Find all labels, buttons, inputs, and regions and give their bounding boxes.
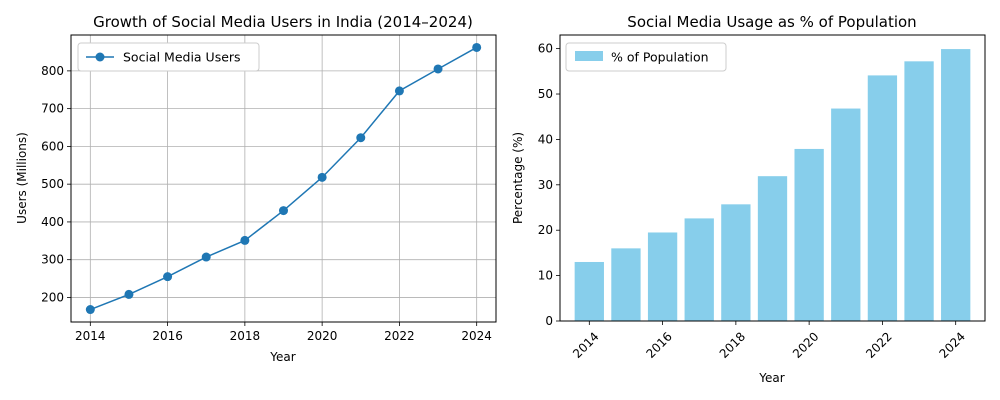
chart2-x-tick-label: 2020 [790,329,821,360]
chart2-x-label: Year [758,371,784,385]
chart1-data-point [201,252,211,262]
chart2-bar [574,261,604,321]
chart1-x-tick-label: 2020 [307,329,338,343]
chart1-y-tick-label: 200 [41,290,64,304]
chart2-bar [611,248,641,321]
chart2-bar [904,61,934,321]
chart1-data-point [85,305,95,315]
chart2-bar [721,204,751,321]
chart1-y-tick-label: 300 [41,253,64,267]
chart2-bars [574,49,971,322]
chart1-legend-label: Social Media Users [123,50,241,65]
chart1-series-line [90,46,478,311]
chart2-y-tick-label: 10 [538,269,553,283]
chart1-x-ticks: 2014 2016 2018 2020 2022 2024 [75,322,492,343]
chart2-y-tick-label: 60 [538,42,553,56]
chart2-bar [831,108,861,322]
chart1-y-tick-label: 700 [41,102,64,116]
chart1-data-point [356,133,366,143]
chart1-legend-marker [95,52,105,62]
chart1-y-tick-label: 600 [41,139,64,153]
chart2-title: Social Media Usage as % of Population [627,13,916,31]
chart1-data-point [433,64,443,74]
chart2-y-label: Percentage (%) [511,132,525,224]
chart2-bar [941,49,971,321]
chart1-data-point [163,272,173,282]
chart1-data-point [472,42,482,52]
chart1-x-tick-label: 2018 [230,329,261,343]
chart2-y-tick-label: 0 [545,314,553,328]
chart2-x-tick-label: 2024 [937,329,968,360]
chart1-x-tick-label: 2022 [384,329,415,343]
chart1-y-ticks: 200 300 400 500 600 700 800 [41,64,71,304]
chart1-legend: Social Media Users [77,42,260,72]
chart1-data-point [124,289,134,299]
chart1-data-point [279,206,288,216]
chart1-y-tick-label: 400 [41,215,64,229]
chart1-data-point [317,172,327,182]
chart1-legend-box [77,42,260,72]
chart2-y-tick-label: 50 [538,87,553,101]
chart1-x-tick-label: 2024 [461,329,492,343]
chart1-grid [71,35,496,322]
chart1-y-tick-label: 800 [41,64,64,78]
chart2-bar [794,148,824,321]
chart2-x-ticks: 2014 2016 2018 2020 2022 2024 [570,321,968,361]
chart2-y-tick-label: 30 [538,178,553,192]
chart1-x-tick-label: 2016 [152,329,183,343]
chart2-legend: % of Population [565,42,727,72]
chart2-frame [559,34,986,322]
chart1-y-label: Users (Millions) [15,132,29,224]
chart2-bar [757,176,788,321]
chart2-legend-swatch [575,51,603,61]
chart1-y-tick-label: 500 [41,177,64,191]
chart1-title: Growth of Social Media Users in India (2… [93,13,473,31]
chart2-bar [647,232,678,321]
users-line-chart: Growth of Social Media Users in India (2… [15,13,497,364]
chart1-series [85,42,482,315]
chart2-legend-label: % of Population [611,50,709,65]
chart2-y-ticks: 0 10 20 30 40 50 60 [538,42,560,328]
chart2-x-tick-label: 2014 [570,329,601,360]
population-bar-chart: Social Media Usage as % of Population 0 1… [511,13,986,385]
chart2-y-tick-label: 20 [538,223,553,237]
chart2-x-tick-label: 2018 [717,329,748,360]
chart2-bar [867,75,898,322]
chart1-data-point [394,86,404,96]
chart2-bar [684,218,714,321]
chart1-x-label: Year [269,350,295,364]
chart1-x-tick-label: 2014 [75,329,106,343]
chart2-x-tick-label: 2016 [643,329,674,360]
chart1-frame [70,34,497,323]
chart1-data-point [240,235,250,245]
chart2-x-tick-label: 2022 [863,329,894,360]
chart2-legend-box [565,42,727,72]
chart2-y-tick-label: 40 [538,132,553,146]
